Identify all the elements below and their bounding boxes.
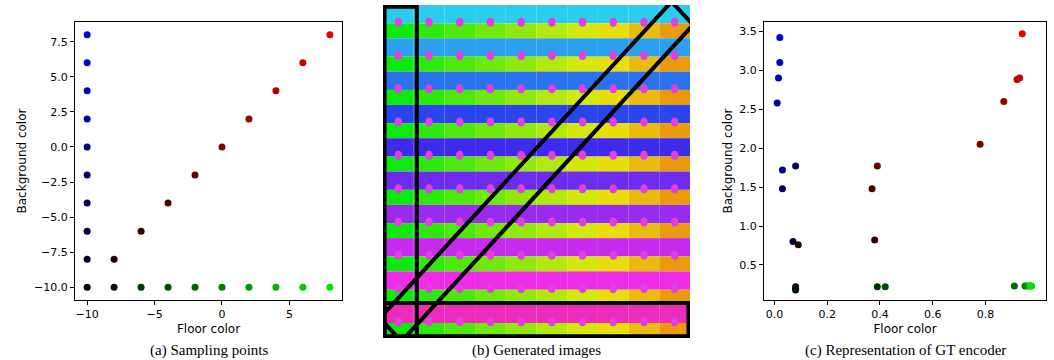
svg-text:−10: −10 — [76, 308, 99, 321]
svg-text:Floor color: Floor color — [873, 322, 936, 336]
svg-text:(a) Sampling points: (a) Sampling points — [150, 342, 268, 359]
svg-text:Floor color: Floor color — [177, 322, 240, 336]
svg-text:0.0: 0.0 — [50, 141, 68, 154]
svg-text:2.5: 2.5 — [50, 106, 68, 119]
svg-text:−5.0: −5.0 — [41, 211, 68, 224]
svg-text:1.5: 1.5 — [739, 181, 757, 194]
svg-text:0.4: 0.4 — [871, 308, 889, 321]
svg-text:3.5: 3.5 — [739, 25, 757, 38]
svg-text:0: 0 — [218, 308, 225, 321]
svg-text:3.0: 3.0 — [739, 64, 757, 77]
svg-text:2.0: 2.0 — [739, 142, 757, 155]
svg-text:0.0: 0.0 — [766, 308, 784, 321]
svg-text:1.0: 1.0 — [739, 220, 757, 233]
svg-text:(c) Representation of GT encod: (c) Representation of GT encoder — [805, 342, 1006, 359]
svg-text:Background color: Background color — [721, 108, 735, 213]
svg-text:7.5: 7.5 — [50, 36, 68, 49]
svg-text:5.0: 5.0 — [50, 71, 68, 84]
svg-text:−10.0: −10.0 — [34, 281, 68, 294]
svg-text:−7.5: −7.5 — [41, 246, 68, 259]
svg-text:2.5: 2.5 — [739, 103, 757, 116]
svg-text:0.8: 0.8 — [977, 308, 995, 321]
svg-text:(b) Generated images: (b) Generated images — [472, 342, 601, 359]
svg-text:Background color: Background color — [15, 108, 29, 213]
svg-text:0.2: 0.2 — [819, 308, 837, 321]
svg-text:−2.5: −2.5 — [41, 176, 68, 189]
svg-text:0.6: 0.6 — [924, 308, 942, 321]
svg-text:5: 5 — [286, 308, 293, 321]
svg-text:0.5: 0.5 — [739, 259, 757, 272]
svg-text:−5: −5 — [146, 308, 162, 321]
